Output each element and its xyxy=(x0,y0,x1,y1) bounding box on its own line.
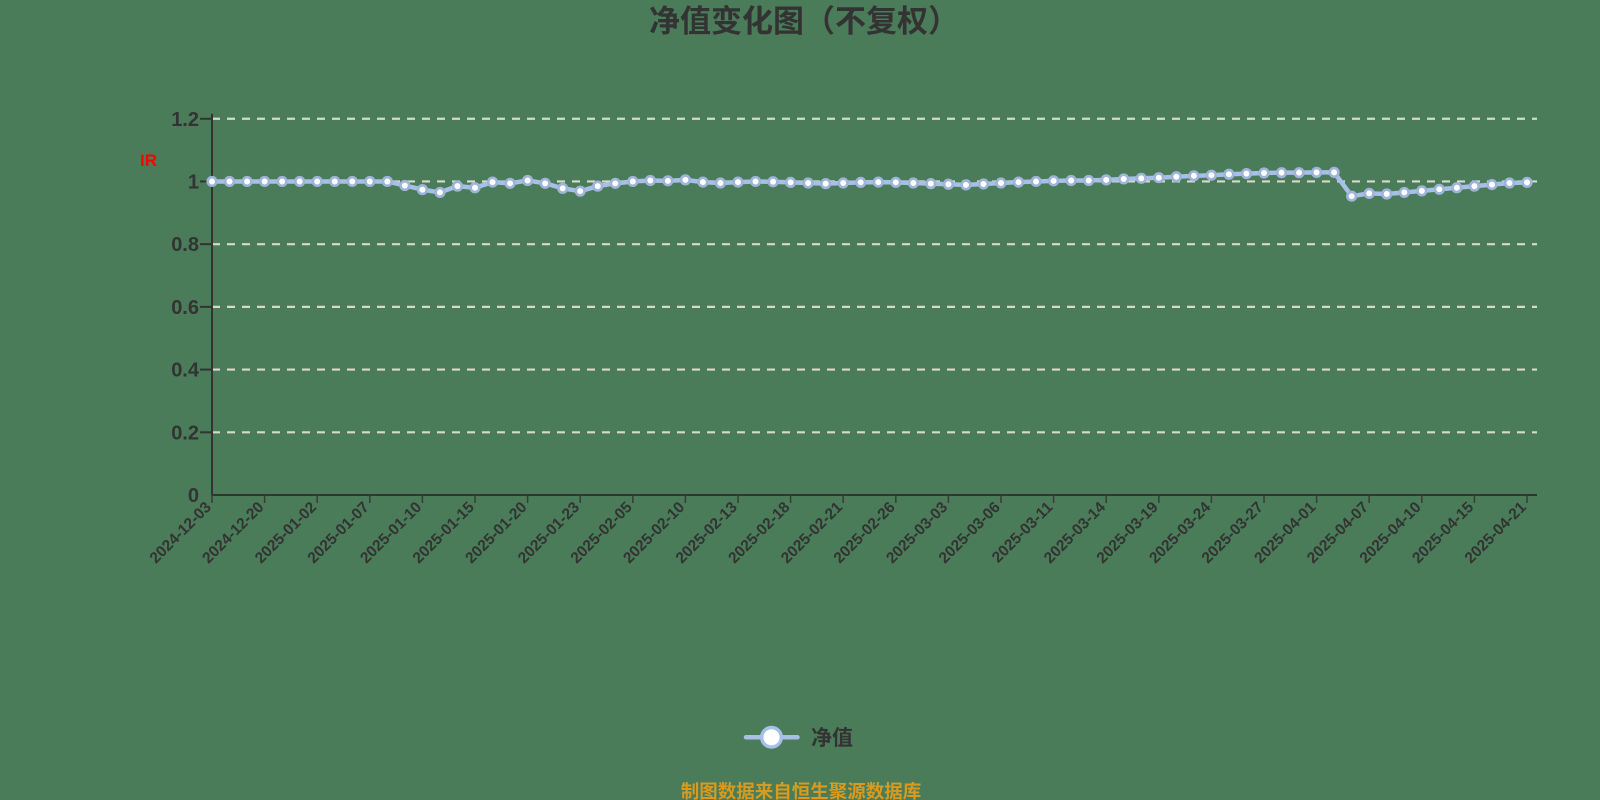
svg-text:IR: IR xyxy=(140,151,157,170)
svg-text:0.4: 0.4 xyxy=(171,360,200,382)
svg-text:制图数据来自恒生聚源数据库: 制图数据来自恒生聚源数据库 xyxy=(681,781,922,800)
svg-text:0.2: 0.2 xyxy=(171,422,199,444)
svg-text:0.8: 0.8 xyxy=(171,234,199,256)
svg-text:1.2: 1.2 xyxy=(171,109,199,131)
svg-text:1: 1 xyxy=(188,171,199,193)
svg-text:0.6: 0.6 xyxy=(171,297,199,319)
svg-text:净值: 净值 xyxy=(811,727,853,750)
svg-text:净值变化图（不复权）: 净值变化图（不复权） xyxy=(649,4,959,39)
